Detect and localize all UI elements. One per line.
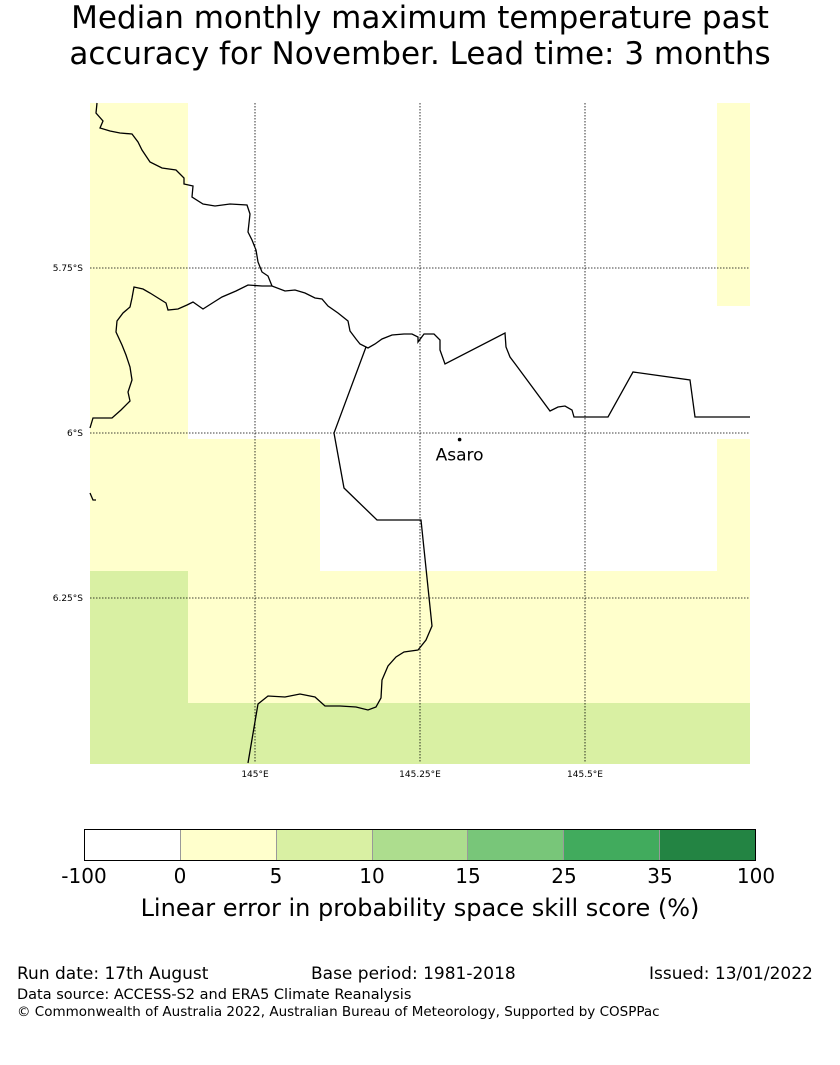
copyright: © Commonwealth of Australia 2022, Austra…	[17, 1004, 660, 1020]
skill-cell	[188, 439, 320, 703]
province-boundaries	[89, 102, 750, 764]
skill-cell	[90, 103, 188, 439]
boundary-central	[89, 284, 750, 429]
place-label: Asaro	[436, 446, 484, 466]
boundary-south	[247, 346, 433, 764]
lon-label-145-5: 145.5°E	[567, 770, 603, 780]
skill-cell	[320, 571, 717, 703]
skill-map: 5.75°S 6°S 6.25°S 145°E 145.25°E 145.5°E…	[53, 102, 750, 780]
place-dot	[457, 437, 462, 442]
place-marker: Asaro	[436, 437, 484, 466]
run-date: Run date: 17th August	[17, 964, 209, 984]
colorbar	[84, 829, 756, 861]
colorbar-tick: 100	[736, 864, 776, 888]
colorbar-segment-6	[564, 830, 661, 860]
map-title-line-1: Median monthly maximum temperature past	[71, 0, 769, 36]
colorbar-label: Linear error in probability space skill …	[140, 894, 700, 922]
colorbar-tick: 0	[173, 864, 187, 888]
base-period: Base period: 1981-2018	[311, 964, 516, 984]
lat-label-5-75: 5.75°S	[53, 264, 84, 274]
colorbar-tick: -100	[61, 864, 107, 888]
lon-label-145: 145°E	[241, 770, 269, 780]
colorbar-segment-2	[180, 830, 277, 860]
skill-cell	[717, 439, 750, 703]
skill-cells	[90, 103, 750, 764]
skill-cell	[90, 439, 188, 571]
colorbar-segment-1	[85, 830, 181, 860]
skill-cell	[188, 703, 750, 764]
graticule	[90, 103, 750, 763]
colorbar-segment-7	[660, 830, 756, 860]
lon-labels: 145°E 145.25°E 145.5°E	[241, 770, 603, 780]
skill-cell	[90, 571, 188, 764]
lat-labels: 5.75°S 6°S 6.25°S	[53, 264, 84, 604]
issued-date: Issued: 13/01/2022	[649, 964, 813, 984]
map-title: Median monthly maximum temperature past …	[0, 0, 840, 72]
lat-label-6-25: 6.25°S	[53, 594, 84, 604]
lon-label-145-25: 145.25°E	[399, 770, 441, 780]
skill-cell	[717, 103, 750, 306]
colorbar-tick: 25	[551, 864, 577, 888]
data-source: Data source: ACCESS-S2 and ERA5 Climate …	[17, 987, 412, 1003]
boundary-west-fragment	[89, 492, 96, 501]
boundary-north	[95, 102, 273, 287]
colorbar-tick: 35	[647, 864, 673, 888]
map-title-line-2: accuracy for November. Lead time: 3 mont…	[69, 36, 771, 72]
colorbar-segment-5	[468, 830, 565, 860]
colorbar-tick: 5	[269, 864, 283, 888]
colorbar-tick: 10	[359, 864, 385, 888]
colorbar-segment-3	[276, 830, 373, 860]
colorbar-tick: 15	[455, 864, 481, 888]
lat-label-6: 6°S	[67, 429, 83, 439]
colorbar-segment-4	[372, 830, 469, 860]
